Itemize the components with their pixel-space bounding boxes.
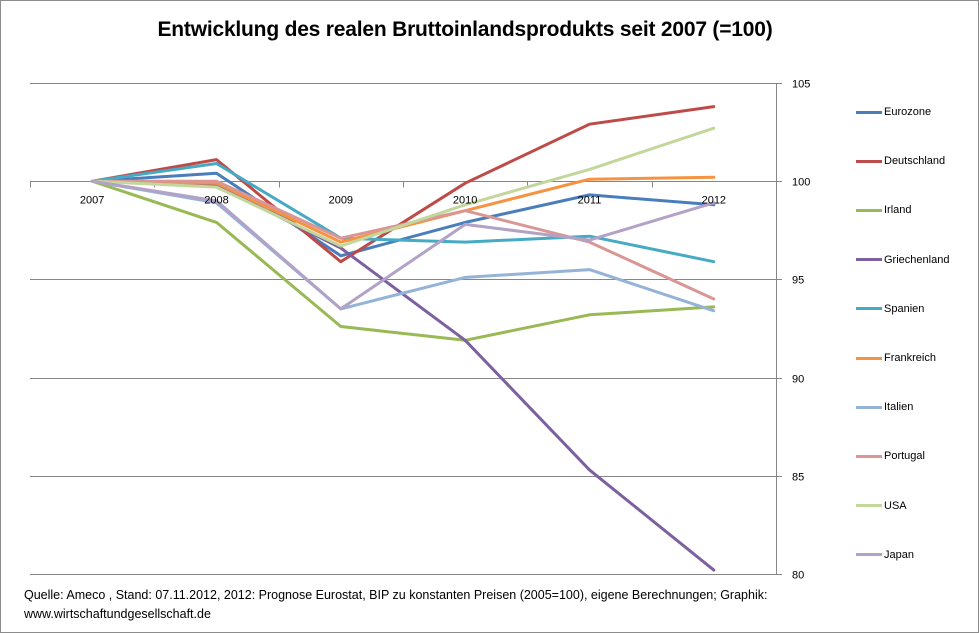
legend-item: Griechenland (856, 252, 949, 268)
series-lines (90, 105, 716, 572)
legend-label: Griechenland (884, 253, 950, 266)
legend-item: Frankreich (856, 350, 936, 366)
series-line-spanien (90, 162, 716, 264)
tick-labels: 105 100 95 90 85 80 2007 2008 2009 2010 2011 2012 (80, 79, 810, 582)
series-line-usa (90, 126, 716, 248)
x-tick-label: 2008 (204, 195, 228, 207)
series-line-japan (90, 179, 716, 311)
legend-label: Italien (884, 401, 914, 414)
x-tick-label: 2010 (453, 195, 477, 207)
legend-item: Deutschland (856, 153, 945, 169)
y-tick-label: 80 (792, 570, 804, 582)
legend-item: Portugal (856, 448, 925, 464)
legend-label: Deutschland (884, 155, 946, 168)
y-tick-label: 95 (792, 275, 804, 287)
legend-swatch (856, 553, 882, 557)
y-tick-label: 105 (792, 79, 810, 91)
legend-item: Spanien (856, 301, 924, 317)
legend-item: Japan (856, 547, 914, 563)
y-tick-label: 100 (792, 177, 810, 189)
x-tick-label: 2009 (329, 195, 353, 207)
legend-label: Irland (884, 204, 912, 217)
legend-swatch (856, 356, 882, 360)
legend-label: USA (884, 499, 907, 512)
legend-label: Portugal (884, 450, 925, 463)
source-url: www.wirtschaftundgesellschaft.de (24, 607, 211, 621)
source-note: Quelle: Ameco , Stand: 07.11.2012, 2012:… (24, 588, 768, 602)
x-tick-label: 2012 (702, 195, 726, 207)
legend-swatch (856, 504, 882, 508)
legend-label: Frankreich (884, 352, 936, 364)
series-line-italien (90, 179, 716, 313)
legend-item: Irland (856, 202, 912, 218)
legend-swatch (856, 208, 882, 212)
series-line-irland (90, 179, 716, 342)
chart-title: Entwicklung des realen Bruttoinlandsprod… (157, 18, 773, 41)
legend-item: Eurozone (856, 104, 931, 120)
legend-swatch (856, 258, 882, 262)
axes (30, 83, 777, 574)
y-tick-label: 90 (792, 374, 804, 386)
legend-item: USA (856, 498, 907, 514)
legend-swatch (856, 405, 882, 409)
legend-swatch (856, 159, 882, 163)
source-footer: Quelle: Ameco , Stand: 07.11.2012, 2012:… (24, 586, 767, 624)
legend-item: Italien (856, 399, 913, 415)
x-tick-label: 2007 (80, 195, 104, 207)
legend-label: Spanien (884, 302, 925, 315)
series-line-deutschland (90, 105, 716, 264)
legend-swatch (856, 454, 882, 458)
legend-label: Eurozone (884, 106, 932, 118)
x-tick-label: 2011 (578, 195, 602, 207)
y-tick-label: 85 (792, 472, 804, 484)
gridlines (30, 83, 782, 575)
legend-swatch (856, 307, 882, 311)
legend-swatch (856, 110, 882, 114)
legend-label: Japan (884, 548, 914, 561)
